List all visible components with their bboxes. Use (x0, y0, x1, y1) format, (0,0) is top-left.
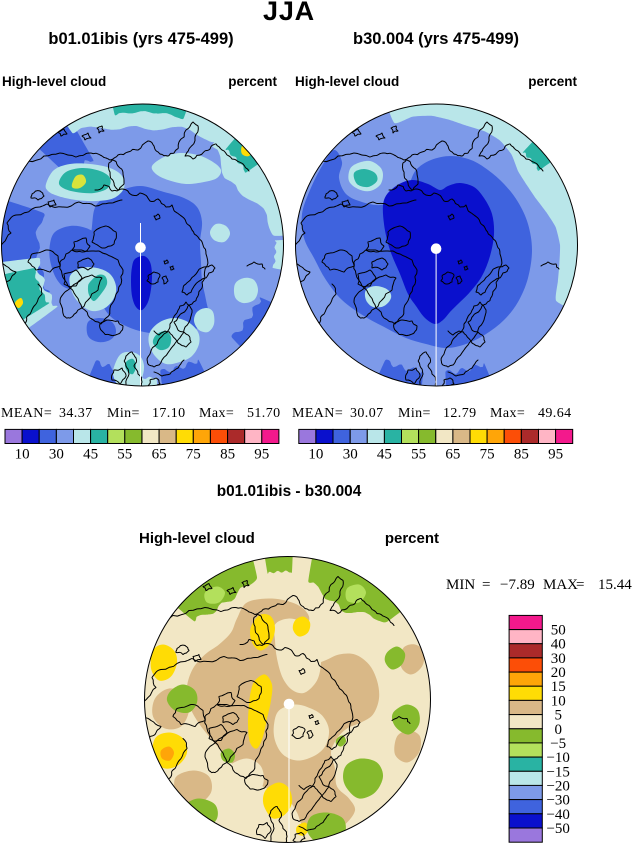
svg-text:10: 10 (551, 693, 566, 709)
svg-text:55: 55 (117, 447, 132, 463)
svg-text:95: 95 (254, 447, 269, 463)
svg-text:85: 85 (220, 447, 235, 463)
svg-text:−50: −50 (546, 821, 569, 837)
svg-text:10: 10 (15, 447, 30, 463)
svg-text:50: 50 (551, 623, 566, 639)
svg-text:75: 75 (186, 447, 201, 463)
svg-text:40: 40 (551, 637, 566, 653)
svg-text:65: 65 (152, 447, 167, 463)
svg-text:75: 75 (480, 447, 495, 463)
svg-text:15: 15 (551, 679, 566, 695)
svg-text:−5: −5 (550, 736, 566, 752)
svg-text:−15: −15 (546, 764, 569, 780)
svg-text:0: 0 (554, 722, 562, 738)
svg-text:65: 65 (445, 447, 460, 463)
svg-text:−10: −10 (546, 750, 569, 766)
svg-text:45: 45 (377, 447, 392, 463)
svg-text:55: 55 (411, 447, 426, 463)
svg-text:30: 30 (551, 651, 566, 667)
svg-text:−20: −20 (546, 778, 569, 794)
svg-text:10: 10 (308, 447, 323, 463)
svg-text:95: 95 (548, 447, 563, 463)
svg-text:30: 30 (343, 447, 358, 463)
svg-text:−30: −30 (546, 793, 569, 809)
svg-text:30: 30 (49, 447, 64, 463)
svg-text:5: 5 (554, 708, 562, 724)
svg-text:−40: −40 (546, 807, 569, 823)
svg-text:20: 20 (551, 665, 566, 681)
svg-text:45: 45 (83, 447, 98, 463)
svg-text:85: 85 (514, 447, 529, 463)
